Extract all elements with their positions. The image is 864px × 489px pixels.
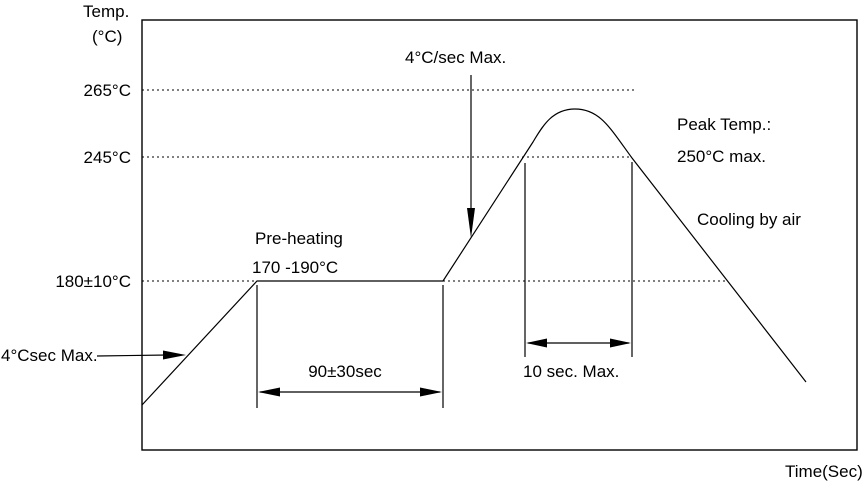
second-ramp-rate-label: 4°C/sec Max. <box>405 48 506 67</box>
arrowhead-peak-left-icon <box>526 338 547 348</box>
y-tick-180: 180±10°C <box>55 272 131 291</box>
initial-ramp-rate-label: 4°Csec Max. <box>1 346 98 365</box>
peak-temp-title-label: Peak Temp.: <box>677 115 771 134</box>
y-axis-title: Temp. <box>83 2 129 21</box>
arrowhead-peak-right-icon <box>610 338 631 348</box>
cooling-method-label: Cooling by air <box>697 210 801 229</box>
y-tick-245: 245°C <box>84 148 131 167</box>
peak-temp-value-label: 250°C max. <box>677 147 766 166</box>
initial-ramp-arrow-line <box>96 354 169 357</box>
arrowhead-second-ramp-icon <box>467 208 475 238</box>
preheat-duration-label: 90±30sec <box>308 362 382 381</box>
y-axis-unit: (°C) <box>92 27 122 46</box>
y-tick-265: 265°C <box>84 81 131 100</box>
preheating-title-label: Pre-heating <box>255 229 343 248</box>
arrowhead-preheat-left-icon <box>258 387 280 397</box>
plot-border <box>141 19 858 451</box>
arrowhead-initial-ramp-icon <box>163 350 186 360</box>
preheating-range-label: 170 -190°C <box>252 258 338 277</box>
arrowhead-preheat-right-icon <box>420 387 442 397</box>
peak-duration-label: 10 sec. Max. <box>523 362 619 381</box>
temperature-profile-curve <box>141 108 807 406</box>
x-axis-title: Time(Sec) <box>785 462 863 481</box>
